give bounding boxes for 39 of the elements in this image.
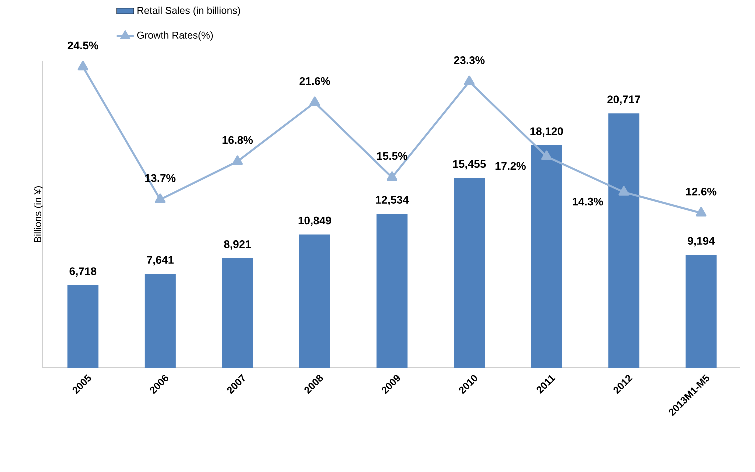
point bbox=[464, 76, 475, 86]
point bbox=[541, 150, 552, 160]
data-label: 12,534 bbox=[376, 196, 410, 206]
data-label: 24.5% bbox=[68, 42, 98, 50]
data-label: 8,921 bbox=[224, 240, 252, 250]
bar bbox=[608, 114, 640, 368]
bar bbox=[686, 255, 717, 368]
point bbox=[232, 156, 244, 166]
data-label: 6,718 bbox=[70, 268, 97, 277]
data-label: 13.7% bbox=[146, 174, 176, 182]
bar bbox=[222, 258, 254, 368]
data-label: 17.2% bbox=[496, 162, 526, 170]
data-label: 12.6% bbox=[686, 188, 717, 196]
data-label: 14.3% bbox=[573, 198, 604, 206]
bar bbox=[376, 214, 408, 368]
data-label: 16.8% bbox=[222, 136, 254, 144]
y-axis-title: Billions (in ¥) bbox=[34, 186, 44, 242]
data-label: 23.3% bbox=[454, 56, 485, 64]
data-label: 20,717 bbox=[608, 96, 640, 106]
point bbox=[78, 61, 89, 71]
point bbox=[696, 207, 707, 217]
point bbox=[618, 186, 630, 196]
data-label: 9,194 bbox=[688, 237, 716, 247]
bar bbox=[68, 286, 99, 368]
point bbox=[386, 172, 398, 182]
bar bbox=[300, 234, 330, 368]
bar bbox=[144, 274, 176, 368]
legend-label: Retail Sales (in billions) bbox=[138, 6, 240, 16]
point bbox=[155, 194, 166, 204]
data-label: 15,455 bbox=[453, 160, 486, 170]
data-label: 7,641 bbox=[147, 256, 174, 266]
data-label: 21.6% bbox=[300, 77, 330, 86]
bar bbox=[454, 178, 486, 368]
data-label: 10,849 bbox=[298, 216, 332, 226]
data-label: 18,120 bbox=[530, 128, 564, 137]
bar bbox=[531, 145, 562, 368]
data-label: 15.5% bbox=[377, 152, 408, 160]
legend-label: Growth Rates(%) bbox=[137, 32, 214, 41]
point bbox=[310, 96, 320, 106]
